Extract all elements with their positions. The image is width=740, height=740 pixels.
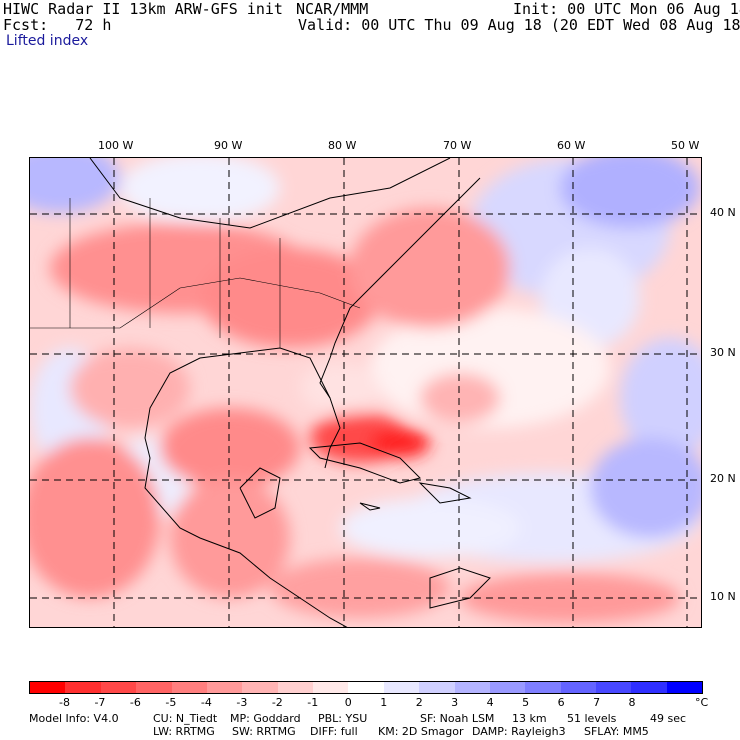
diff-scheme: DIFF: full (310, 725, 358, 738)
colorbar-swatch (277, 682, 313, 693)
graticule (30, 158, 701, 627)
lw-scheme: LW: RRTMG (153, 725, 215, 738)
colorbar-swatch (171, 682, 207, 693)
time-step: 49 sec (650, 712, 687, 725)
sflay-scheme: SFLAY: MM5 (584, 725, 649, 738)
lat-label-20n: 20 N (710, 472, 736, 485)
lat-label-40n: 40 N (710, 206, 736, 219)
colorbar (29, 681, 703, 694)
colorbar-tick-label: 1 (380, 696, 388, 709)
colorbar-ticks: -8 -7 -6 -5 -4 -3 -2 -1 0 1 2 3 4 5 6 7 8 (29, 696, 703, 709)
sw-scheme: SW: RRTMG (232, 725, 296, 738)
lon-label-90w: 90 W (214, 139, 243, 152)
map-svg (30, 158, 701, 627)
init-time: Init: 00 UTC Mon 06 Aug 18 (513, 0, 740, 18)
resolution: 13 km (512, 712, 547, 725)
colorbar-swatch (419, 682, 455, 693)
lat-label-10n: 10 N (710, 590, 736, 603)
lon-label-50w: 50 W (671, 139, 700, 152)
colorbar-tick-label: 7 (593, 696, 601, 709)
colorbar-tick-label: -4 (200, 696, 212, 709)
colorbar-tick-label: 6 (557, 696, 565, 709)
coastlines (89, 158, 491, 627)
valid-time: Valid: 00 UTC Thu 09 Aug 18 (20 EDT Wed … (298, 16, 740, 34)
levels: 51 levels (567, 712, 617, 725)
colorbar-tick-label: -6 (129, 696, 141, 709)
colorbar-tick-label: 4 (486, 696, 494, 709)
colorbar-tick-label: -3 (236, 696, 248, 709)
colorbar-swatch (596, 682, 632, 693)
lifted-index-field (30, 158, 701, 623)
lon-label-80w: 80 W (328, 139, 357, 152)
colorbar-tick-label: -1 (307, 696, 319, 709)
colorbar-swatch (525, 682, 561, 693)
map-title: HIWC Radar II 13km ARW-GFS init (3, 0, 283, 18)
colorbar-swatch (454, 682, 490, 693)
km-scheme: KM: 2D Smagor (378, 725, 464, 738)
colorbar-tick-label: 3 (451, 696, 459, 709)
sf-scheme: SF: Noah LSM (420, 712, 495, 725)
model-center: NCAR/MMM (296, 0, 369, 18)
colorbar-swatch (348, 682, 384, 693)
colorbar-unit: °C (695, 696, 709, 709)
mp-scheme: MP: Goddard (230, 712, 301, 725)
variable-name: Lifted index (6, 33, 89, 49)
pbl-scheme: PBL: YSU (318, 712, 368, 725)
colorbar-swatch (666, 682, 703, 693)
lon-label-60w: 60 W (557, 139, 586, 152)
colorbar-tick-label: 5 (522, 696, 530, 709)
colorbar-tick-label: -7 (94, 696, 106, 709)
colorbar-swatch (206, 682, 243, 693)
colorbar-swatch (100, 682, 137, 693)
lat-label-30n: 30 N (710, 346, 736, 359)
colorbar-swatch (313, 682, 349, 693)
colorbar-swatch (136, 682, 172, 693)
colorbar-swatch (489, 682, 526, 693)
cu-scheme: CU: N_Tiedt (153, 712, 218, 725)
model-info: Model Info: V4.0 (29, 712, 119, 725)
colorbar-swatch (242, 682, 278, 693)
lifted-index-map (29, 157, 702, 628)
forecast-hour: Fcst: 72 h (3, 16, 112, 34)
colorbar-tick-label: -5 (165, 696, 177, 709)
colorbar-tick-label: -8 (58, 696, 70, 709)
colorbar-swatch (65, 682, 101, 693)
damp-scheme: DAMP: Rayleigh3 (472, 725, 566, 738)
colorbar-swatch (631, 682, 667, 693)
lon-label-100w: 100 W (98, 139, 134, 152)
colorbar-swatch (383, 682, 420, 693)
colorbar-tick-label: 2 (415, 696, 423, 709)
colorbar-tick-label: 8 (628, 696, 636, 709)
colorbar-swatch (560, 682, 596, 693)
colorbar-tick-label: -2 (271, 696, 283, 709)
colorbar-swatch (30, 682, 66, 693)
colorbar-tick-label: 0 (344, 696, 352, 709)
political-borders (30, 198, 361, 348)
lon-label-70w: 70 W (443, 139, 472, 152)
